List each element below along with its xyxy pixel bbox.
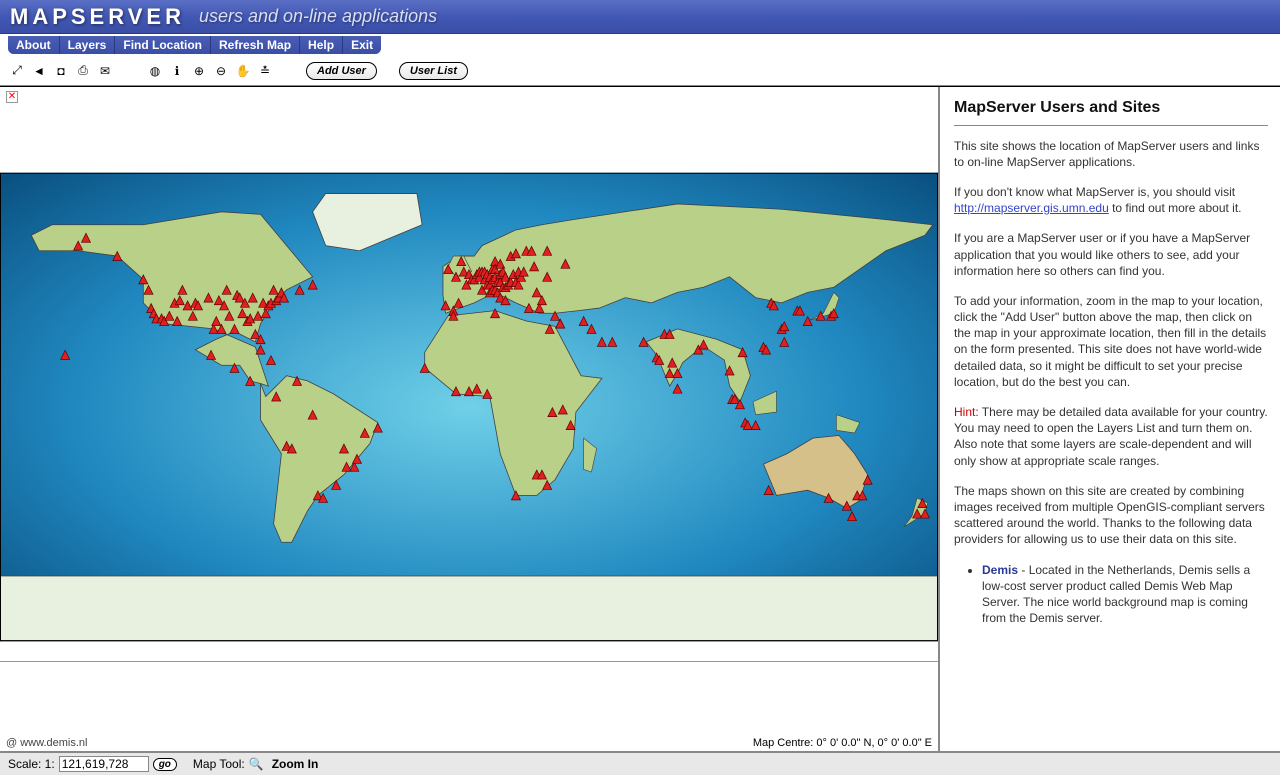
maptool-prefix: Map Tool: <box>193 757 245 771</box>
menu-layers[interactable]: Layers <box>60 36 116 54</box>
maptool-name: Zoom In <box>272 757 319 771</box>
map-centre-text: Map Centre: 0° 0' 0.0" N, 0° 0' 0.0" E <box>753 737 932 749</box>
info-divider <box>954 125 1268 126</box>
menu-about[interactable]: About <box>8 36 60 54</box>
ruler-icon[interactable]: ≛ <box>256 62 274 80</box>
info-p2a: If you don't know what MapServer is, you… <box>954 185 1235 199</box>
toolbar: ⤢◄◘⎙✉ ◍ℹ⊕⊖✋≛ Add User User List <box>0 56 1280 86</box>
info-pane[interactable]: MapServer Users and Sites This site show… <box>940 87 1280 751</box>
back-icon[interactable]: ◄ <box>30 62 48 80</box>
menu-find-location[interactable]: Find Location <box>115 36 211 54</box>
info-hint: Hint: There may be detailed data availab… <box>954 404 1268 469</box>
info-p2: If you don't know what MapServer is, you… <box>954 184 1268 216</box>
fullscreen-icon[interactable]: ⤢ <box>8 62 26 80</box>
zoom-out-icon[interactable]: ⊖ <box>212 62 230 80</box>
scale-prefix: Scale: 1: <box>8 757 55 771</box>
app-logo-text: MAPSERVER <box>10 4 185 30</box>
header-banner: MAPSERVER users and on-line applications <box>0 0 1280 34</box>
hint-text: There may be detailed data available for… <box>954 405 1268 468</box>
info-p6: The maps shown on this site are created … <box>954 483 1268 548</box>
toolbar-group-1: ⤢◄◘⎙✉ <box>8 62 114 80</box>
info-icon[interactable]: ℹ <box>168 62 186 80</box>
status-bar: Scale: 1: go Map Tool: 🔍 Zoom In <box>0 751 1280 775</box>
provider-name: Demis <box>982 563 1018 577</box>
scale-input[interactable] <box>59 756 149 772</box>
hint-label: Hint: <box>954 405 979 419</box>
toolbar-group-2: ◍ℹ⊕⊖✋≛ <box>146 62 274 80</box>
print-icon[interactable]: ⎙ <box>74 62 92 80</box>
info-p4: To add your information, zoom in the map… <box>954 293 1268 390</box>
provider-list: Demis - Located in the Netherlands, Demi… <box>982 562 1268 627</box>
info-title: MapServer Users and Sites <box>954 97 1268 119</box>
map-credit-text: @ www.demis.nl <box>6 737 87 749</box>
provider-demis: Demis - Located in the Netherlands, Demi… <box>982 562 1268 627</box>
content-area: ✕ @ www.demis.nl Map Centre: 0° 0' 0.0" … <box>0 86 1280 751</box>
menu-exit[interactable]: Exit <box>343 36 381 54</box>
info-p3: If you are a MapServer user or if you ha… <box>954 230 1268 279</box>
info-p1: This site shows the location of MapServe… <box>954 138 1268 170</box>
stop-icon[interactable]: ◘ <box>52 62 70 80</box>
user-list-button[interactable]: User List <box>399 62 468 80</box>
menu-help[interactable]: Help <box>300 36 343 54</box>
menu-bar: About Layers Find Location Refresh Map H… <box>0 34 1280 56</box>
map-bottom-strip: @ www.demis.nl Map Centre: 0° 0' 0.0" N,… <box>0 661 938 751</box>
zoom-in-icon[interactable]: ⊕ <box>190 62 208 80</box>
mapserver-link[interactable]: http://mapserver.gis.umn.edu <box>954 201 1109 215</box>
go-button[interactable]: go <box>153 758 177 771</box>
info-p2b: to find out more about it. <box>1109 201 1242 215</box>
world-icon[interactable]: ◍ <box>146 62 164 80</box>
map-canvas[interactable] <box>0 103 938 661</box>
menu-group: About Layers Find Location Refresh Map H… <box>8 36 381 54</box>
mail-icon[interactable]: ✉ <box>96 62 114 80</box>
zoom-in-icon: 🔍 <box>249 757 264 771</box>
provider-text: - Located in the Netherlands, Demis sell… <box>982 563 1250 626</box>
app-subtitle: users and on-line applications <box>199 6 437 27</box>
menu-refresh-map[interactable]: Refresh Map <box>211 36 300 54</box>
pan-icon[interactable]: ✋ <box>234 62 252 80</box>
close-icon[interactable]: ✕ <box>6 91 18 103</box>
map-pane: ✕ @ www.demis.nl Map Centre: 0° 0' 0.0" … <box>0 87 940 751</box>
world-map-svg[interactable] <box>0 103 938 661</box>
add-user-button[interactable]: Add User <box>306 62 377 80</box>
